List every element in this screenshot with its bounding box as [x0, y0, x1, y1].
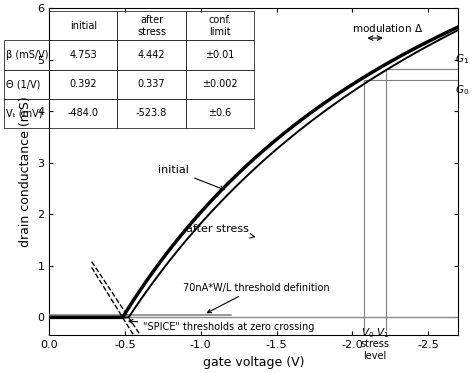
Text: $V_0$: $V_0$	[361, 327, 374, 341]
Text: after stress: after stress	[186, 224, 255, 238]
Text: modulation $\Delta$: modulation $\Delta$	[352, 22, 423, 34]
Y-axis label: drain conductance (mS): drain conductance (mS)	[18, 96, 32, 247]
X-axis label: gate voltage (V): gate voltage (V)	[203, 356, 305, 369]
Text: initial: initial	[158, 165, 224, 190]
Text: $G_0$: $G_0$	[456, 83, 470, 97]
Text: $V_1$: $V_1$	[376, 327, 389, 341]
Text: stress
level: stress level	[361, 339, 390, 361]
Text: "SPICE" thresholds at zero crossing: "SPICE" thresholds at zero crossing	[129, 320, 315, 332]
Text: 70nA*W/L threshold definition: 70nA*W/L threshold definition	[182, 283, 329, 313]
Text: $G_1$: $G_1$	[456, 53, 469, 66]
